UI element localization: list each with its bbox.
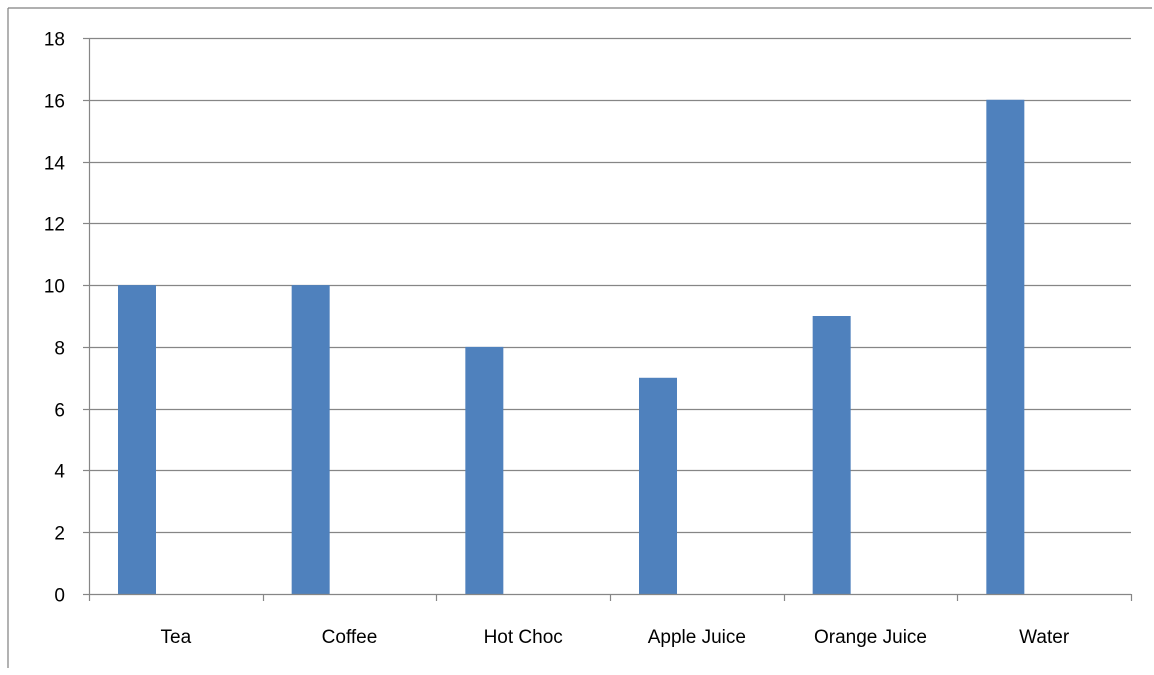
bar-water xyxy=(986,99,1025,595)
y-tick-label: 10 xyxy=(44,277,65,298)
y-tick-label: 18 xyxy=(44,30,65,51)
bar-coffee xyxy=(291,285,330,594)
y-tick-labels: 0 2 4 6 8 10 12 14 16 18 xyxy=(44,30,66,607)
bar-hot-choc xyxy=(465,346,504,594)
x-tick-label: Water xyxy=(1019,627,1070,648)
x-tick-label: Apple Juice xyxy=(648,627,746,648)
y-tick-label: 6 xyxy=(54,401,65,422)
y-tick-label: 2 xyxy=(54,524,65,545)
bars xyxy=(118,99,1025,595)
y-tick-label: 8 xyxy=(54,339,65,360)
y-tick-label: 0 xyxy=(54,586,65,607)
y-tick-label: 4 xyxy=(54,462,65,483)
x-tick-label: Hot Choc xyxy=(484,627,563,648)
x-tick-label: Tea xyxy=(161,627,192,648)
gridlines xyxy=(83,37,1131,596)
bar-tea xyxy=(118,285,156,594)
y-tick-label: 12 xyxy=(44,215,65,236)
x-tick-labels: Tea Coffee Hot Choc Apple Juice Orange Juice… xyxy=(88,594,1133,648)
x-tick-label: Coffee xyxy=(322,627,378,648)
y-tick-label: 14 xyxy=(44,154,66,175)
x-tick-label: Orange Juice xyxy=(814,627,927,648)
axes xyxy=(88,38,1131,596)
y-tick-label: 16 xyxy=(44,92,65,113)
bar-orange-juice xyxy=(812,316,851,594)
bar-apple-juice xyxy=(639,377,677,594)
